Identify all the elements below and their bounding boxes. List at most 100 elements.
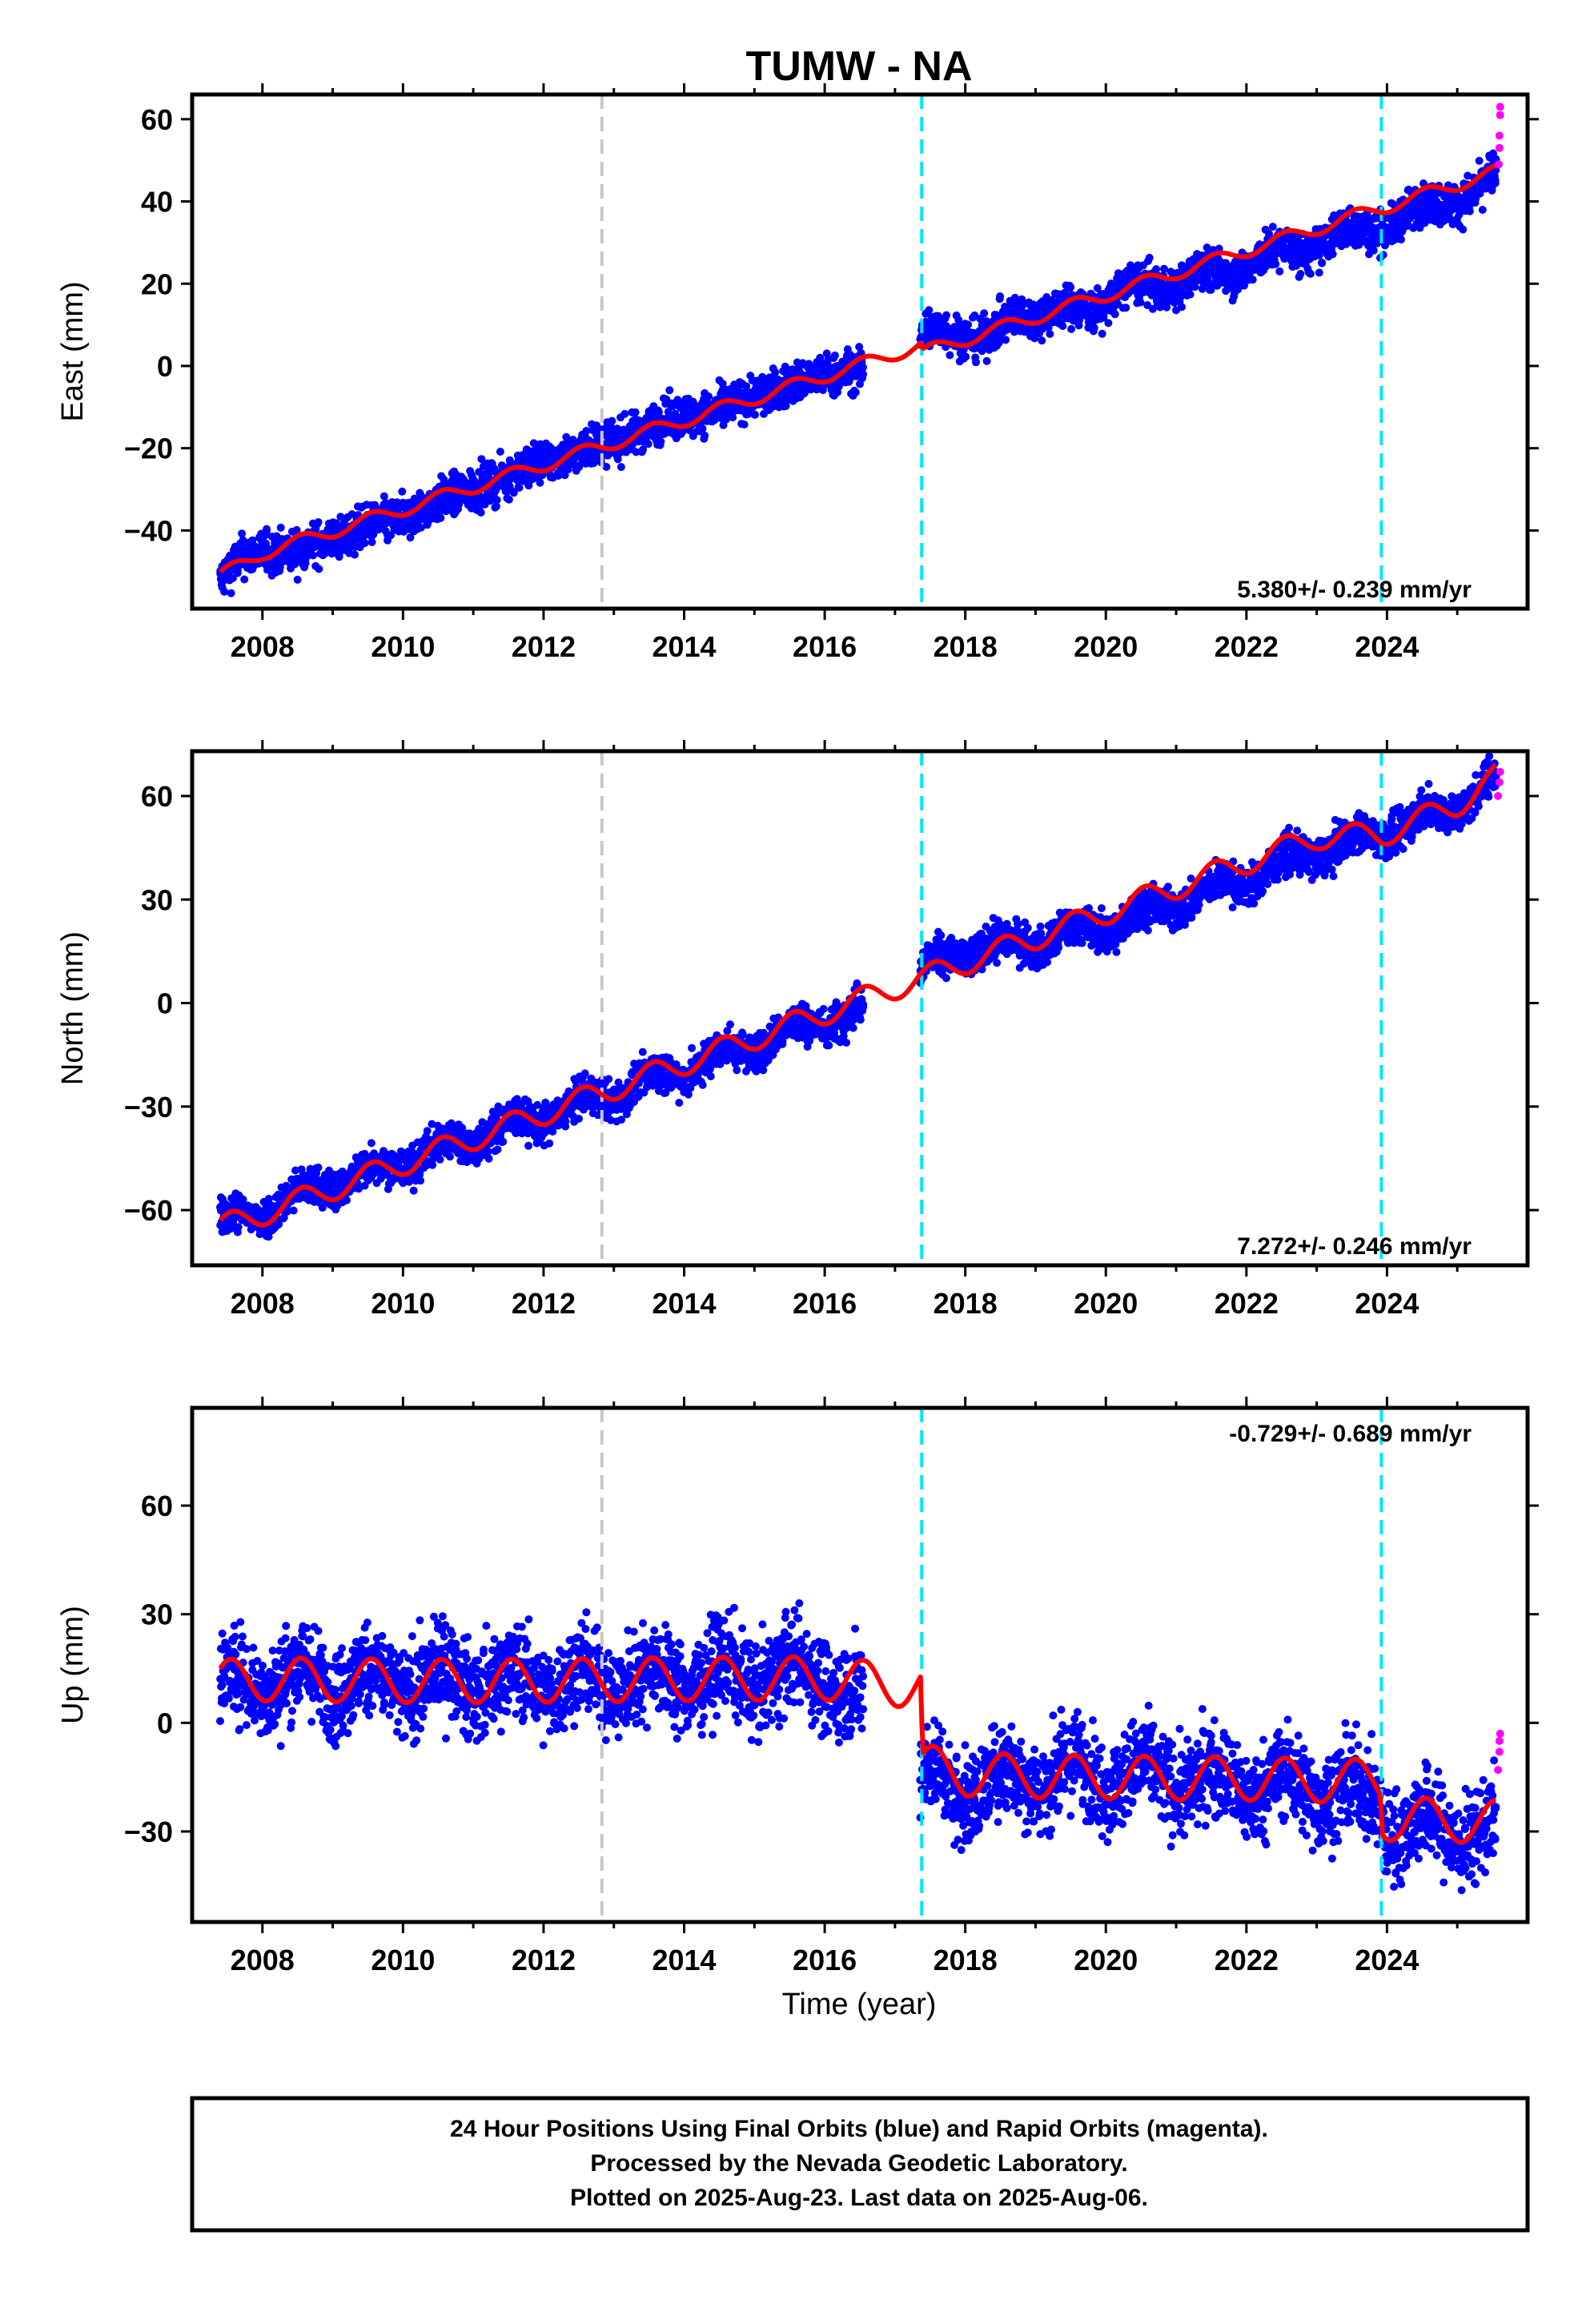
daily-position-point <box>1178 303 1186 312</box>
daily-position-point <box>416 523 425 532</box>
y-tick-label: 0 <box>157 350 173 383</box>
x-tick-label: 2020 <box>1074 630 1138 663</box>
daily-position-point <box>536 478 544 487</box>
daily-position-point <box>855 343 864 352</box>
daily-position-point <box>398 487 407 496</box>
daily-position-point <box>1318 258 1327 267</box>
daily-position-point <box>1110 310 1119 319</box>
daily-position-point <box>604 1075 613 1084</box>
daily-position-point <box>972 358 980 367</box>
daily-position-point <box>644 440 652 448</box>
daily-position-point <box>409 1186 418 1195</box>
daily-position-point <box>314 518 323 526</box>
daily-position-point <box>620 409 629 418</box>
daily-position-point <box>665 386 674 395</box>
daily-position-point <box>705 392 713 400</box>
daily-position-point <box>416 1176 425 1185</box>
daily-position-point <box>293 575 302 584</box>
x-tick-label: 2022 <box>1215 630 1279 663</box>
y-axis-label: East (mm) <box>56 281 90 421</box>
daily-position-point <box>347 510 356 519</box>
rapid-orbit-point <box>1496 103 1504 111</box>
daily-position-point <box>1090 324 1098 332</box>
daily-position-point <box>436 513 445 522</box>
daily-position-point <box>742 382 751 391</box>
daily-position-point <box>1002 336 1010 344</box>
daily-position-point <box>239 536 247 545</box>
rapid-orbit-point <box>1495 143 1504 152</box>
daily-position-point <box>1296 270 1305 278</box>
daily-position-point <box>477 455 486 464</box>
final-orbits-daily-positions <box>216 149 1500 597</box>
daily-position-point <box>946 351 954 360</box>
y-tick-label: 20 <box>141 267 173 300</box>
daily-position-point <box>496 448 504 456</box>
daily-position-point <box>504 495 513 504</box>
daily-position-point <box>638 1047 647 1056</box>
x-tick-label: 2018 <box>934 630 998 663</box>
rapid-orbit-point <box>1495 160 1504 169</box>
daily-position-point <box>406 533 415 542</box>
daily-position-point <box>548 1128 557 1136</box>
daily-position-point <box>515 484 524 492</box>
daily-position-point <box>234 1223 243 1232</box>
daily-position-point <box>1459 225 1468 234</box>
daily-position-point <box>1315 268 1323 277</box>
daily-position-point <box>369 530 378 539</box>
daily-position-point <box>1067 324 1076 333</box>
daily-position-point <box>351 550 359 559</box>
daily-position-point <box>1268 223 1277 231</box>
daily-position-point <box>484 1147 492 1156</box>
daily-position-point <box>484 472 493 480</box>
daily-position-point <box>367 538 376 546</box>
daily-position-point <box>545 1139 554 1148</box>
daily-position-point <box>233 566 242 575</box>
y-tick-label: 40 <box>141 186 173 219</box>
daily-position-point <box>751 410 759 419</box>
daily-position-point <box>1058 322 1067 331</box>
daily-position-point <box>492 496 501 505</box>
daily-position-point <box>851 388 860 396</box>
daily-position-point <box>1397 235 1405 244</box>
plot-area <box>216 94 1504 609</box>
x-tick-label: 2008 <box>231 630 295 663</box>
rapid-orbit-point <box>1495 131 1504 140</box>
daily-position-point <box>781 402 790 411</box>
daily-position-point <box>1275 267 1284 275</box>
daily-position-point <box>1038 336 1046 345</box>
daily-position-point <box>309 551 317 560</box>
x-tick-label: 2012 <box>512 630 576 663</box>
daily-position-point <box>582 427 591 435</box>
daily-position-point <box>964 320 973 329</box>
daily-position-point <box>859 370 868 379</box>
daily-position-point <box>1145 253 1154 262</box>
daily-position-point <box>616 463 625 472</box>
daily-position-point <box>220 587 229 596</box>
daily-position-point <box>1122 304 1130 312</box>
velocity-rate-label: 5.380+/- 0.239 mm/yr <box>1237 577 1472 603</box>
daily-position-point <box>654 408 663 416</box>
daily-position-point <box>343 1196 351 1204</box>
y-tick-label: −20 <box>124 432 173 465</box>
daily-position-point <box>1271 259 1280 268</box>
daily-position-point <box>698 424 707 433</box>
daily-position-point <box>602 463 611 471</box>
daily-position-point <box>1104 319 1113 328</box>
daily-position-point <box>982 356 991 365</box>
daily-position-point <box>476 509 485 517</box>
daily-position-point <box>631 408 640 416</box>
daily-position-point <box>942 311 951 320</box>
daily-position-point <box>379 492 388 501</box>
daily-position-point <box>1328 250 1337 259</box>
daily-position-point <box>275 563 284 572</box>
daily-position-point <box>798 359 807 368</box>
daily-position-point <box>718 380 727 388</box>
daily-position-point <box>613 455 622 464</box>
daily-position-point <box>227 589 235 597</box>
daily-position-point <box>925 306 934 315</box>
daily-position-point <box>830 351 839 360</box>
daily-position-point <box>484 1154 493 1163</box>
daily-position-point <box>291 560 299 569</box>
daily-position-point <box>499 1137 508 1146</box>
daily-position-point <box>524 481 533 490</box>
